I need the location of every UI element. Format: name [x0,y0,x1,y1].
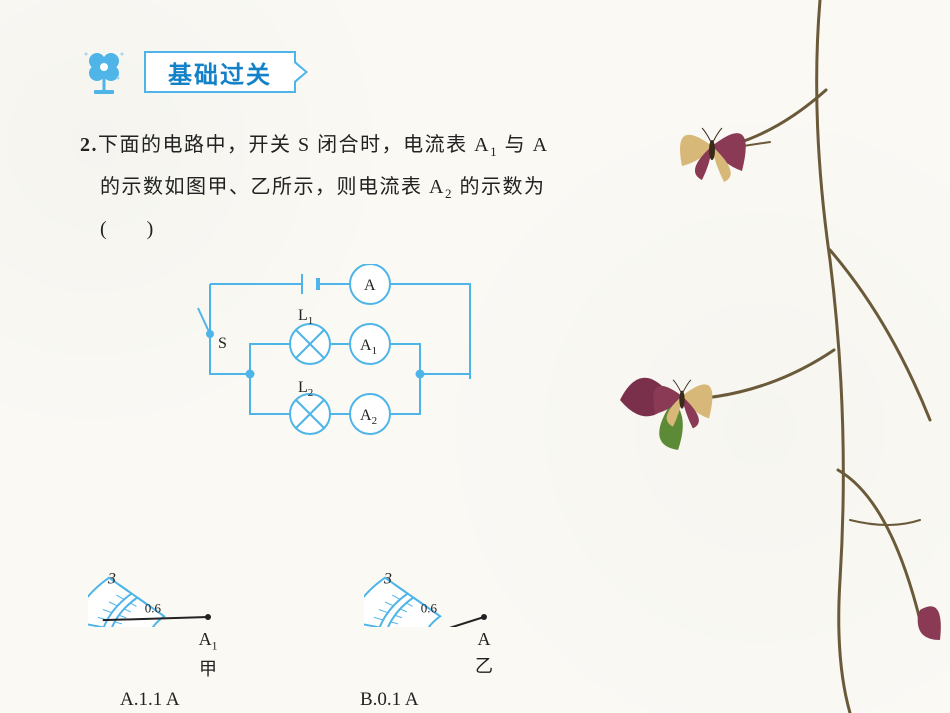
label-a: A [364,277,376,294]
section-title: 基础过关 [168,55,272,90]
q-line2b: 的示数为 [453,176,546,198]
question-number: 2. [80,134,98,156]
meter-a1: 012300.20.40.6 A1 甲 [88,487,328,681]
svg-text:0.4: 0.4 [125,625,142,627]
q-line1b: 与 A [498,134,548,156]
svg-text:3: 3 [383,571,392,588]
svg-text:0.6: 0.6 [145,600,162,615]
svg-text:3: 3 [107,571,116,588]
svg-text:0.4: 0.4 [401,625,418,627]
meter-a1-caption: 甲 [199,655,217,681]
flower-icon [80,48,128,96]
content-area: 基础过关 2.下面的电路中，开关 S 闭合时，电流表 A1 与 A 的示数如图甲… [80,48,640,713]
label-s: S [218,335,227,352]
meters-row: 012300.20.40.6 A1 甲 012300.20.40.6 A 乙 [88,487,640,681]
answer-blank: () [100,208,193,250]
choice-a[interactable]: A.1.1 A [120,689,360,711]
q-sub1: 1 [490,144,498,159]
q-line1a: 下面的电路中，开关 S 闭合时，电流表 A [98,134,490,156]
svg-text:0.6: 0.6 [421,600,438,615]
question-text: 2.下面的电路中，开关 S 闭合时，电流表 A1 与 A 的示数如图甲、乙所示，… [80,124,640,250]
meter-a: 012300.20.40.6 A 乙 [364,487,604,681]
choices: A.1.1 A B.0.1 A C.0.2 A D.无法确定 [120,689,640,713]
meter-a-label: A [478,629,491,650]
section-badge: 基础过关 [144,51,296,93]
meter-a-caption: 乙 [475,652,493,678]
choice-b[interactable]: B.0.1 A [360,689,600,711]
section-header: 基础过关 [80,48,640,96]
q-line2a: 的示数如图甲、乙所示，则电流表 A [100,176,445,198]
circuit-diagram: S L1 L2 A A1 A2 [190,264,640,479]
q-sub2: 2 [445,186,453,201]
meter-a1-label: A1 [199,629,218,649]
